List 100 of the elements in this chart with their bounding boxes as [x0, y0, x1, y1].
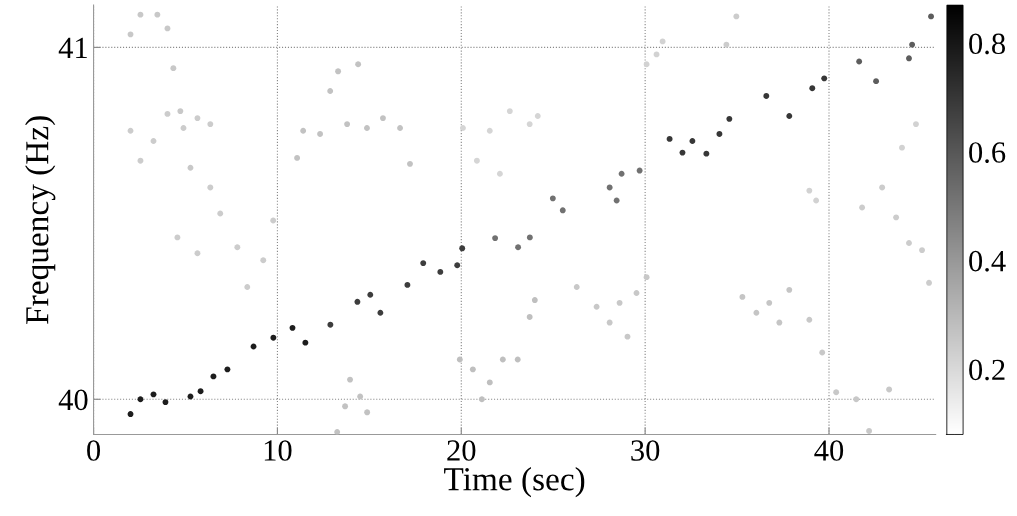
point	[334, 429, 341, 435]
point	[776, 319, 783, 326]
point	[666, 135, 673, 142]
point	[573, 284, 580, 290]
point	[347, 376, 353, 383]
point	[496, 170, 503, 177]
point	[397, 125, 403, 131]
point	[294, 154, 301, 161]
point	[821, 75, 828, 82]
y-axis-title: Frequency (Hz)	[25, 116, 56, 324]
point	[809, 85, 816, 92]
point	[224, 366, 231, 373]
point	[302, 339, 309, 346]
point	[164, 110, 171, 117]
point	[723, 41, 730, 48]
point	[317, 131, 324, 137]
point	[407, 160, 413, 167]
point	[344, 121, 351, 128]
point	[739, 293, 746, 300]
point	[899, 144, 905, 151]
point	[459, 125, 466, 131]
point	[766, 299, 773, 306]
point	[616, 299, 623, 306]
point	[364, 125, 370, 131]
point	[526, 313, 533, 320]
point	[928, 13, 934, 20]
x-tick-label: 40	[814, 440, 844, 461]
point	[679, 149, 686, 156]
point	[716, 131, 723, 137]
point	[633, 290, 640, 296]
point	[526, 121, 533, 128]
point	[806, 187, 813, 194]
point	[367, 291, 374, 298]
point	[893, 214, 900, 221]
point	[909, 41, 916, 48]
point	[624, 333, 631, 340]
point	[531, 297, 538, 303]
color-bar-label: 0.6	[969, 142, 1006, 163]
point	[180, 125, 187, 131]
point	[906, 55, 912, 62]
point	[459, 245, 466, 252]
point	[549, 195, 556, 202]
point	[886, 386, 893, 393]
point	[127, 411, 134, 418]
point	[327, 88, 334, 94]
point	[217, 210, 224, 217]
color-bar-label: 0.4	[969, 250, 1006, 272]
point	[659, 38, 666, 45]
point	[164, 25, 171, 32]
point	[613, 197, 620, 204]
point	[194, 115, 201, 122]
point	[456, 356, 463, 363]
point	[606, 319, 613, 326]
point	[377, 309, 384, 316]
point	[653, 51, 660, 58]
point	[819, 349, 826, 356]
point	[194, 250, 201, 257]
point	[170, 65, 177, 72]
point	[833, 389, 840, 396]
point	[127, 31, 134, 38]
point	[137, 11, 144, 18]
point	[404, 281, 411, 288]
point	[354, 298, 361, 305]
point	[355, 61, 362, 68]
point	[234, 244, 241, 251]
point	[364, 409, 371, 416]
point	[260, 257, 267, 264]
point	[420, 260, 427, 267]
point	[866, 428, 873, 434]
point	[454, 262, 461, 269]
point	[643, 274, 650, 281]
point	[593, 303, 600, 310]
point	[786, 113, 793, 119]
point	[879, 184, 886, 191]
point	[289, 324, 296, 331]
x-axis-title: Time (sec)	[444, 467, 585, 498]
point	[197, 388, 204, 395]
x-tick-label: 30	[631, 440, 660, 461]
point	[534, 113, 541, 119]
point	[478, 396, 485, 403]
y-tick-label: 41	[58, 37, 87, 58]
color-bar-label: 0.8	[969, 33, 1005, 55]
point	[515, 244, 522, 251]
point	[437, 268, 444, 275]
point	[873, 78, 880, 85]
point	[919, 247, 925, 254]
point	[150, 138, 157, 144]
point	[154, 11, 161, 18]
point	[327, 321, 334, 328]
point	[300, 127, 307, 134]
point	[127, 127, 134, 134]
x-tick-label: 10	[264, 440, 292, 461]
point	[559, 207, 566, 214]
point	[469, 366, 476, 373]
point	[763, 93, 770, 99]
point	[380, 115, 386, 122]
point	[733, 13, 740, 20]
point	[506, 108, 513, 115]
point	[786, 286, 793, 293]
point	[492, 235, 499, 242]
